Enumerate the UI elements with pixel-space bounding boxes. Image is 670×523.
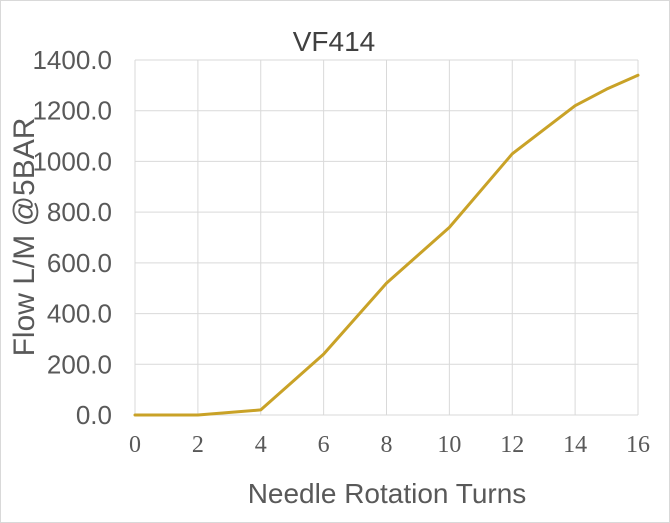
x-tick-label: 12 [500, 432, 524, 458]
y-axis-ticks: 0.0 200.0 400.0 600.0 800.0 1000.0 1200.0 1400.… [32, 45, 112, 430]
y-tick-label: 1400.0 [32, 45, 112, 75]
x-tick-label: 6 [318, 432, 330, 458]
x-tick-label: 14 [563, 432, 587, 458]
y-tick-label: 1000.0 [32, 146, 112, 176]
y-tick-label: 1200.0 [32, 96, 112, 126]
x-tick-label: 16 [626, 432, 650, 458]
x-tick-label: 8 [381, 432, 393, 458]
y-axis-label: Flow L/M @5BAR [8, 118, 41, 357]
x-axis-ticks: 0 2 4 6 8 10 12 14 16 [129, 432, 650, 458]
series-layer [133, 73, 640, 417]
chart-title: VF414 [293, 26, 376, 57]
series-line [133, 73, 640, 417]
x-tick-label: 10 [437, 432, 461, 458]
x-tick-label: 0 [129, 432, 141, 458]
y-tick-label: 600.0 [47, 248, 112, 278]
x-axis-label: Needle Rotation Turns [248, 478, 527, 509]
y-tick-label: 800.0 [47, 197, 112, 227]
y-tick-label: 0.0 [76, 400, 112, 430]
grid [134, 59, 639, 416]
x-tick-label: 4 [255, 432, 267, 458]
x-tick-label: 2 [192, 432, 204, 458]
y-tick-label: 200.0 [47, 349, 112, 379]
y-tick-label: 400.0 [47, 299, 112, 329]
